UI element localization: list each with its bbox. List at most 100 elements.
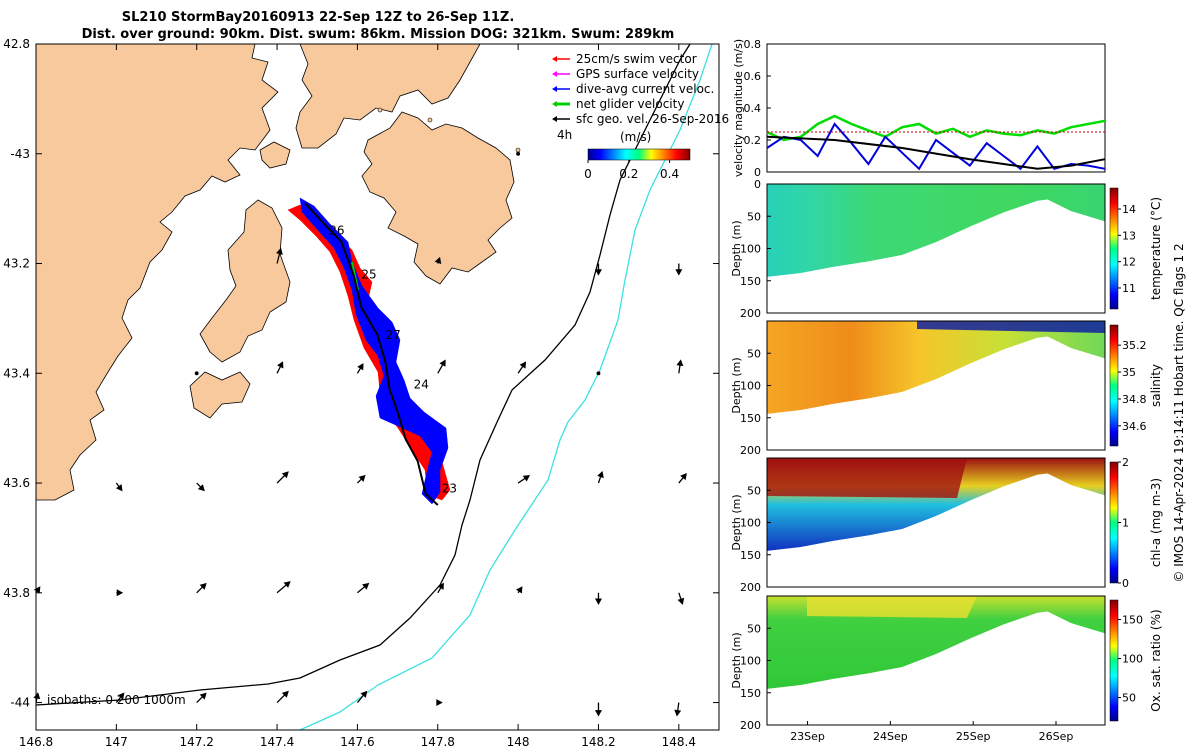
geostrophic-arrow — [597, 470, 604, 484]
legend-label: dive-avg current veloc. — [576, 82, 714, 96]
depth-tick-label: 200 — [740, 581, 761, 594]
time-tick-label: 24Sep — [873, 730, 908, 743]
section-data-fill — [767, 184, 1105, 277]
section-panel-temperature: 0 50 100 150 200 Depth (m) 11 12 13 14 temperature… — [730, 178, 1163, 320]
depth-tick-label: 100 — [740, 380, 761, 393]
geostrophic-arrow — [196, 582, 207, 594]
geostrophic-arrow — [516, 586, 523, 594]
colorbar-tick-label: 11 — [1122, 282, 1136, 295]
depth-tick-label: 50 — [747, 347, 761, 360]
colorbar-label: temperature (°C) — [1149, 197, 1163, 300]
velocity-tick-label: 0.2 — [744, 134, 762, 147]
colorbar-label: Ox. sat. ratio (%) — [1149, 609, 1163, 711]
velocity-series-line — [766, 122, 1106, 171]
lon-tick-label: 146.8 — [19, 735, 53, 749]
isobath-200m — [36, 44, 691, 706]
colorbar-tick-label: 12 — [1122, 256, 1136, 269]
geostrophic-arrow — [196, 692, 207, 704]
velocity-ylabel: velocity magnitude (m/s) — [732, 39, 745, 177]
depth-tick-label: 50 — [747, 210, 761, 223]
lat-tick-label: 43.6 — [3, 476, 30, 490]
velocity-series-line — [766, 114, 1106, 142]
depth-tick-label: 200 — [740, 444, 761, 457]
geostrophic-arrow — [517, 361, 527, 374]
depth-tick-label: 0 — [754, 178, 761, 191]
colorbar-tick-label: 2 — [1122, 456, 1129, 469]
lon-tick-label: 148.2 — [581, 735, 615, 749]
velocity-series-line — [766, 135, 1106, 170]
geostrophic-arrow — [594, 702, 602, 717]
lon-tick-label: 147.2 — [180, 735, 214, 749]
velocity-tick-label: 0.8 — [744, 38, 762, 51]
geostrophic-arrow — [276, 247, 283, 264]
section-colorbar — [1109, 599, 1119, 722]
oxygen-surface-patch — [807, 596, 977, 618]
section-colorbar — [1109, 187, 1119, 310]
lon-tick-label: 147.4 — [260, 735, 294, 749]
section-panel-salinity: 50 100 150 200 Depth (m) 34.6 34.8 35 35.2salini… — [730, 320, 1163, 457]
glider-path-line — [304, 202, 439, 506]
time-tick-label: 26Sep — [1039, 730, 1074, 743]
depth-tick-label: 100 — [740, 655, 761, 668]
legend-note: 4h — [557, 128, 572, 142]
isobath-contours — [36, 44, 713, 730]
velocity-panel: 0 0.2 0.4 0.6 0.8 velocity magnitude (m/s) — [732, 38, 1106, 179]
isobaths-label: isobaths: 0 200 1000m — [47, 693, 186, 707]
colorbar-tick-label: 34.8 — [1122, 393, 1147, 406]
colorbar-tick-label: 34.6 — [1122, 420, 1147, 433]
colorbar-tick-label: 1 — [1122, 517, 1129, 530]
day-label: 24 — [414, 377, 429, 391]
lon-tick-label: 147.8 — [421, 735, 455, 749]
depth-ylabel: Depth (m) — [730, 632, 743, 688]
geostrophic-arrow — [276, 361, 284, 374]
colorbar-unit: (m/s) — [620, 130, 651, 144]
velocity-tick-label: 0.6 — [744, 70, 762, 83]
geostrophic-arrow — [115, 692, 125, 703]
lat-tick-label: 43.2 — [3, 257, 30, 271]
depth-ylabel: Depth (m) — [730, 220, 743, 276]
geostrophic-arrow — [516, 151, 521, 156]
section-colorbar — [1109, 461, 1119, 584]
colorbar-tick-label: 100 — [1122, 653, 1143, 666]
lat-tick-label: 42.8 — [3, 37, 30, 51]
geostrophic-arrow — [674, 702, 682, 717]
section-data-fill — [767, 596, 1105, 689]
geostrophic-arrow — [676, 359, 684, 374]
land-masses — [36, 44, 521, 501]
geostrophic-arrow — [594, 263, 602, 276]
depth-ylabel: Depth (m) — [730, 494, 743, 550]
section-panel-oxygen-saturation: 50 100 150 200 Depth (m) 50 100 150 Ox. sat. rat… — [730, 595, 1163, 743]
geostrophic-arrow — [356, 582, 370, 594]
geostrophic-arrow — [276, 690, 289, 704]
day-label: 27 — [386, 328, 401, 342]
chlorophyll-maximum-patch — [767, 458, 967, 498]
geostrophic-arrow — [677, 592, 685, 605]
colorbar-tick-label: 150 — [1122, 614, 1143, 627]
geostrophic-arrow — [356, 474, 366, 484]
depth-tick-label: 200 — [740, 719, 761, 732]
isobath-1000m — [299, 44, 713, 730]
geostrophic-arrow — [678, 472, 687, 484]
legend-label: net glider velocity — [576, 97, 684, 111]
legend-item: net glider velocity — [552, 97, 684, 111]
legend-item: dive-avg current veloc. — [552, 82, 714, 96]
speed-colorbar — [587, 148, 691, 161]
geostrophic-arrow — [437, 359, 446, 374]
depth-tick-label: 50 — [747, 622, 761, 635]
depth-tick-label: 150 — [740, 687, 761, 700]
lat-tick-label: 43.8 — [3, 586, 30, 600]
depth-ylabel: Depth (m) — [730, 357, 743, 413]
geostrophic-arrow — [115, 482, 123, 492]
lat-tick-label: -44 — [10, 696, 30, 710]
geostrophic-arrow — [437, 582, 444, 594]
map-frame — [35, 43, 720, 731]
colorbar-tick-label: 50 — [1122, 692, 1136, 705]
lat-tick-label: -43 — [10, 147, 30, 161]
day-label: 23 — [442, 482, 457, 496]
day-label: 26 — [329, 224, 344, 238]
legend-item: 25cm/s swim vector — [552, 52, 697, 66]
colorbar-tick-label: 0.4 — [660, 167, 679, 181]
